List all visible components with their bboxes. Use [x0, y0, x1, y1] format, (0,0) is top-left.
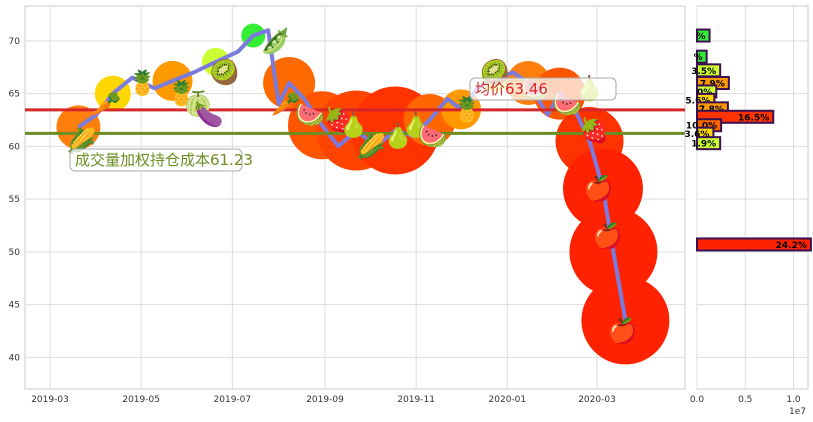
fruit-marker: 🍎 — [584, 174, 614, 203]
volume-bar — [696, 136, 722, 151]
fruit-marker: 🍈 — [183, 89, 213, 118]
volume-bar-label: 3.5% — [691, 67, 716, 77]
fruit-marker: 🍉 — [418, 122, 448, 150]
y-tick-label: 60 — [9, 142, 21, 152]
fruit-marker: 🍉 — [295, 101, 325, 129]
price-x-ticks: 2019-03 2019-05 2019-07 2019-09 2019-11 2020-… — [31, 395, 616, 405]
fruit-marker: 🫛 — [261, 27, 291, 55]
volume-bar-label: 24.2% — [776, 241, 807, 251]
volume-bar-label: 1.9% — [691, 140, 716, 150]
fruit-marker: 🍓 — [324, 106, 354, 134]
fruit-marker: 🍎 — [593, 221, 623, 250]
volume-bar — [696, 49, 708, 64]
x-tick-label: 2019-11 — [397, 395, 435, 405]
y-tick-label: 55 — [9, 195, 20, 205]
volume-x-tick-label: 0.0 — [690, 395, 705, 405]
x-tick-label: 2019-05 — [122, 395, 160, 405]
reference-label-box — [469, 77, 617, 101]
fruit-marker: 🍍 — [128, 69, 158, 97]
volume-panel: %%3.5%7.9%0%5.6%7.8%16.5%10.0%3.6%1.9%24… — [684, 5, 812, 417]
fruit-marker: 🍍 — [167, 80, 197, 108]
volume-bar-label: 16.5% — [738, 113, 769, 123]
volume-x-tick-label: 0.5 — [738, 395, 752, 405]
reference-lines — [25, 108, 685, 135]
volume-bar-label: 3.6% — [684, 130, 709, 140]
fruit-marker: 🥕 — [92, 90, 122, 118]
x-tick-label: 2019-03 — [31, 395, 69, 405]
volume-axis-multiplier: 1e7 — [789, 407, 806, 417]
fruit-marker: 🍓 — [579, 117, 609, 145]
y-tick-label: 65 — [9, 90, 20, 100]
reference-label: 成交量加权持仓成本61.23 — [75, 151, 253, 169]
fruit-marker: 🥝 — [210, 56, 240, 86]
price-series-line — [77, 28, 628, 321]
volume-x-ticks: 0.0 0.5 1.0 1e7 — [690, 395, 806, 417]
reference-label-box — [69, 148, 243, 172]
volume-bar-label: % — [694, 53, 703, 63]
volume-bars: %%3.5%7.9%0%5.6%7.8%16.5%10.0%3.6%1.9%24… — [684, 28, 812, 252]
x-tick-label: 2020-01 — [489, 395, 527, 405]
fruit-marker: 🥕 — [271, 90, 301, 118]
price-bubble — [581, 276, 670, 365]
reference-labels: 均价63.46 成交量加权持仓成本61.23 — [69, 77, 617, 172]
price-y-ticks: 40 45 50 55 60 65 70 — [9, 37, 21, 364]
price-bubble — [56, 105, 101, 150]
fruit-marker: 🌽 — [356, 131, 386, 160]
reference-label: 均价63.46 — [475, 80, 548, 98]
volume-bar — [696, 28, 711, 43]
fruit-marker: 🍎 — [607, 316, 637, 345]
volume-x-tick-label: 1.0 — [786, 395, 801, 405]
volume-bar — [696, 237, 812, 252]
y-tick-label: 70 — [9, 37, 21, 47]
x-tick-label: 2020-03 — [578, 395, 616, 405]
fruit-marker: 🍐 — [401, 111, 431, 139]
y-tick-label: 50 — [9, 248, 21, 258]
fruit-marker: 🍆 — [193, 101, 223, 129]
price-line — [77, 28, 628, 321]
x-tick-label: 2019-07 — [214, 395, 252, 405]
volume-bar-label: % — [697, 32, 706, 42]
fruit-marker: 🍐 — [338, 111, 368, 139]
y-tick-label: 40 — [9, 353, 21, 363]
x-tick-label: 2019-09 — [306, 395, 344, 405]
y-tick-label: 45 — [9, 301, 20, 311]
fruit-marker: 🍐 — [383, 122, 413, 150]
price-panel: 🌽🥕🍍🍍🍈🍆🥝🫛🥕🍉🍓🍐🌽🍐🍐🍉🍍🥝🍉🍉🍐🍓🍎🍎🍎 均价63.46成交量加权持仓… — [9, 5, 686, 405]
